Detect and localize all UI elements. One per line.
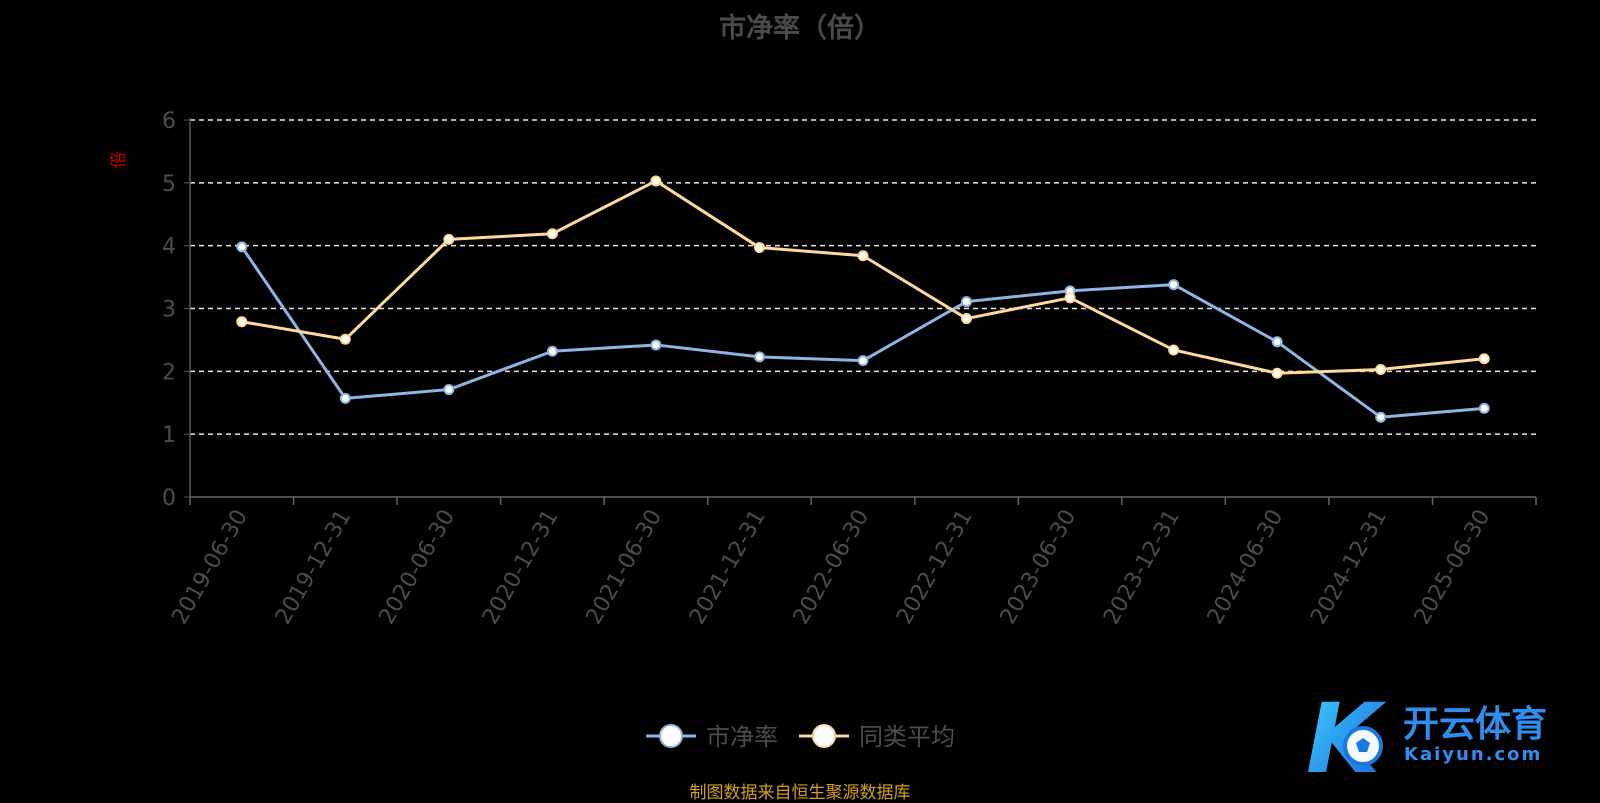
logo-domain-text: Kaiyun.com — [1404, 744, 1542, 765]
data-point — [1168, 344, 1180, 356]
x-tick-label: 2022-12-31 — [892, 506, 978, 629]
x-tick-label: 2019-06-30 — [167, 506, 253, 629]
data-point — [236, 316, 248, 328]
data-point — [1271, 336, 1283, 348]
x-tick-label: 2020-06-30 — [374, 506, 460, 629]
legend-label-1: 同类平均 — [859, 723, 955, 751]
data-point — [1168, 279, 1180, 291]
x-tick-label: 2024-12-31 — [1306, 506, 1392, 629]
x-tick-label: 2021-12-31 — [685, 506, 771, 629]
data-point — [650, 339, 662, 351]
y-axis-label: 倍 — [109, 152, 129, 169]
data-point — [857, 250, 869, 262]
data-point — [753, 351, 765, 363]
legend-marker-0 — [659, 724, 683, 748]
data-point — [961, 296, 973, 308]
y-tick-label: 5 — [162, 172, 176, 197]
data-point — [961, 313, 973, 325]
x-tick-label: 2022-06-30 — [789, 506, 875, 629]
kaiyun-watermark-logo: K 开云体育 Kaiyun.com — [1308, 694, 1547, 795]
y-tick-label: 0 — [162, 486, 176, 511]
y-tick-label: 3 — [162, 298, 176, 323]
data-point — [1375, 411, 1387, 423]
data-point — [1064, 292, 1076, 304]
y-tick-label: 2 — [162, 360, 176, 385]
logo-brand-text: 开云体育 — [1403, 704, 1547, 745]
data-point — [236, 241, 248, 253]
series-line-0 — [240, 246, 1485, 419]
x-tick-label: 2021-06-30 — [582, 506, 668, 629]
x-tick-label: 2023-12-31 — [1099, 506, 1185, 629]
legend-label-0: 市净率 — [706, 723, 778, 751]
series-line-1 — [241, 179, 1485, 375]
legend-marker-1 — [812, 724, 836, 748]
data-point — [1478, 353, 1490, 365]
data-point — [857, 355, 869, 367]
chart-title: 市净率（倍） — [719, 13, 881, 44]
data-point — [1478, 402, 1490, 414]
data-point — [1375, 363, 1387, 375]
data-point — [1271, 367, 1283, 379]
x-tick-label: 2023-06-30 — [996, 506, 1082, 629]
data-point — [650, 175, 662, 187]
y-tick-label: 1 — [162, 423, 176, 448]
y-tick-label: 4 — [162, 235, 176, 260]
x-tick-label: 2019-12-31 — [271, 506, 357, 629]
data-point — [546, 345, 558, 357]
data-point — [443, 233, 455, 245]
data-point — [443, 384, 455, 396]
data-point — [339, 333, 351, 345]
data-point — [753, 242, 765, 254]
source-note: 制图数据来自恒生聚源数据库 — [689, 783, 911, 803]
data-point — [546, 228, 558, 240]
x-tick-label: 2025-06-30 — [1410, 506, 1496, 629]
x-tick-label: 2020-12-31 — [478, 506, 564, 629]
x-tick-label: 2024-06-30 — [1203, 506, 1289, 629]
data-point — [339, 392, 351, 404]
y-tick-label: 6 — [162, 109, 176, 134]
